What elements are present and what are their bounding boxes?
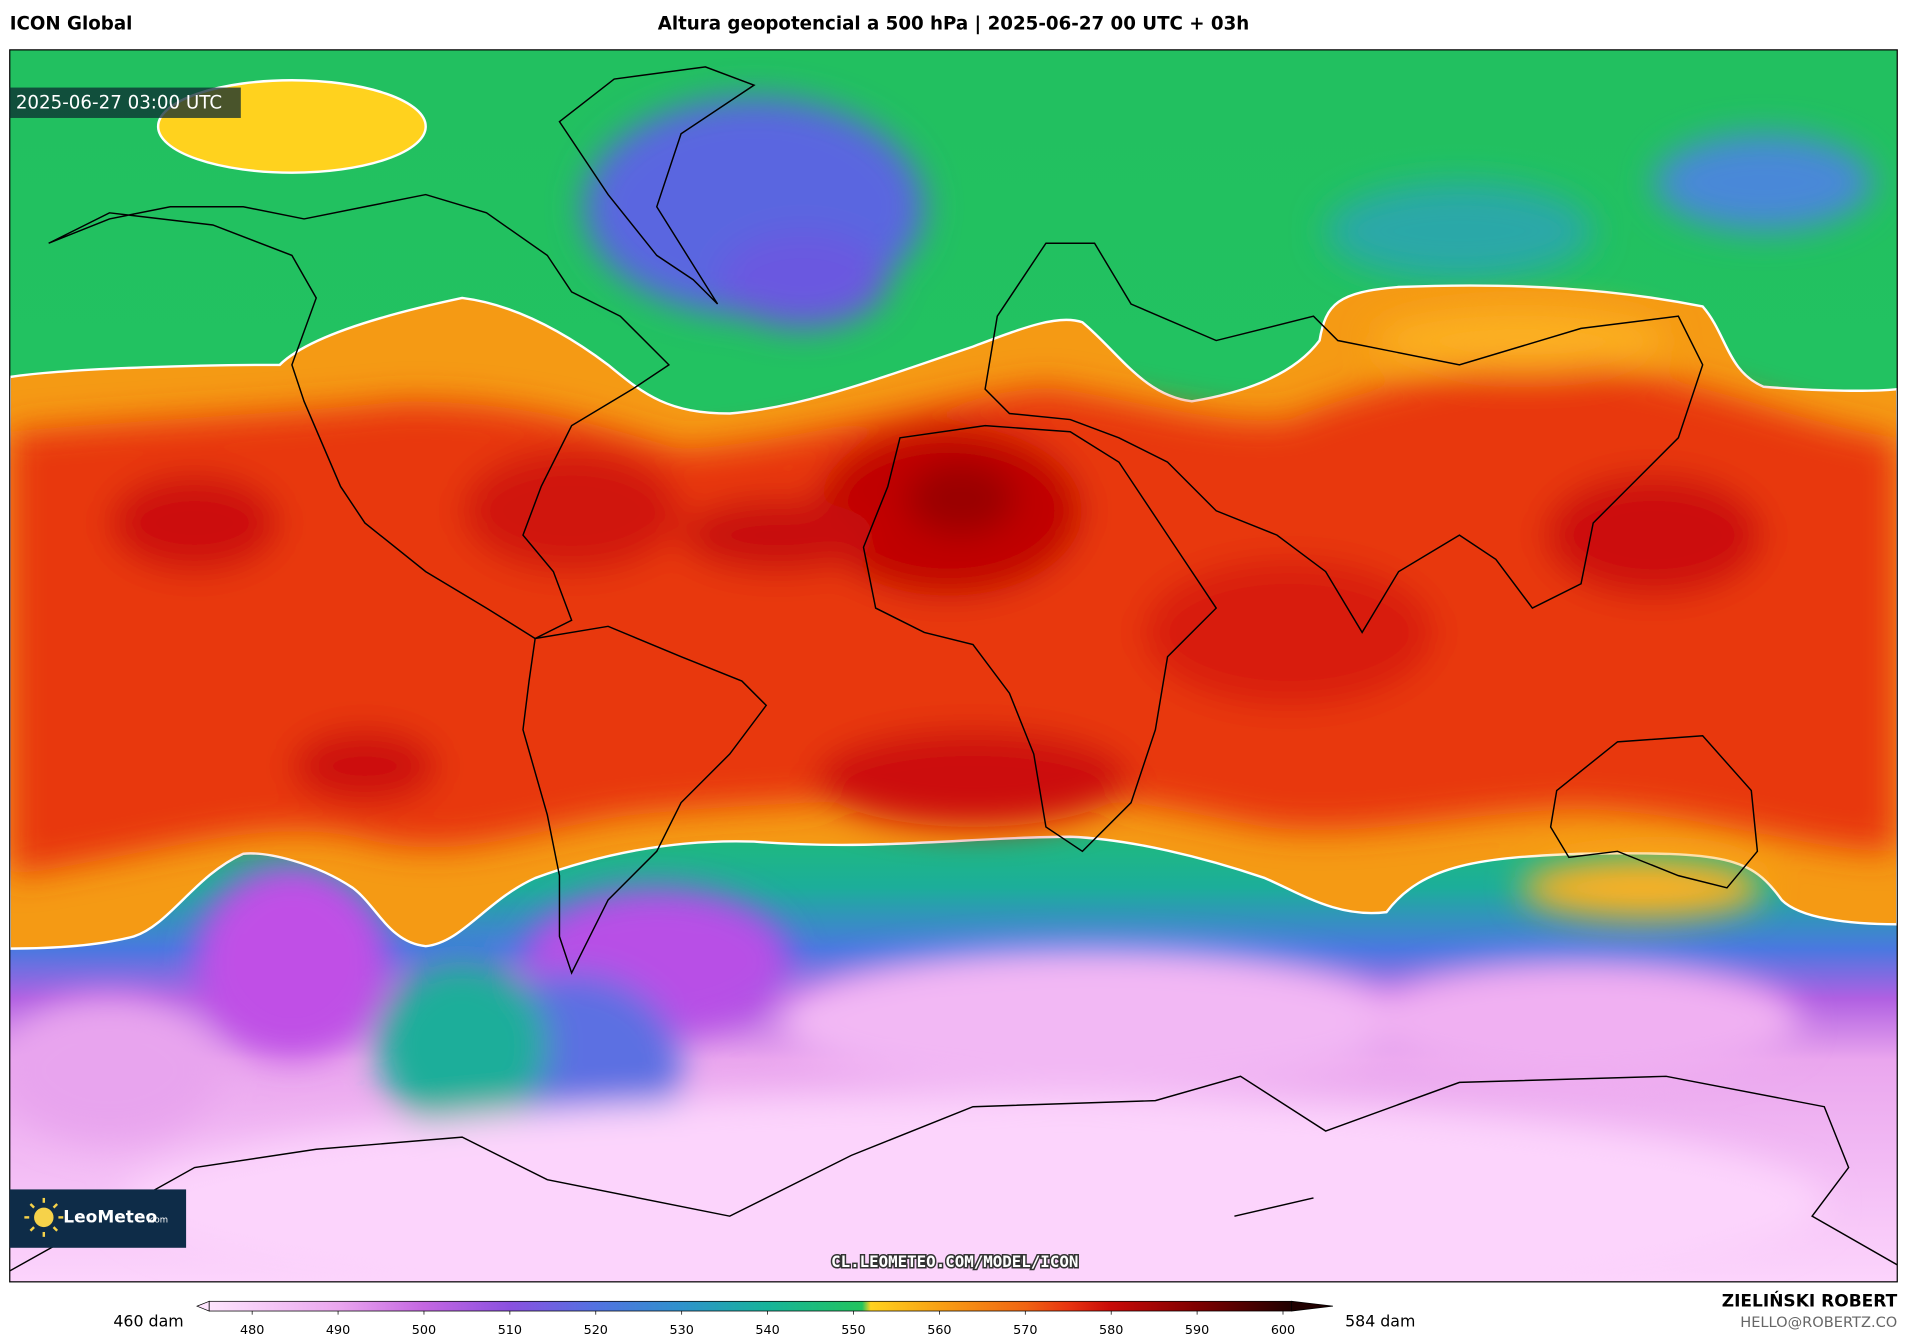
timestamp-box [9, 87, 241, 118]
colorbar-tick-label: 490 [326, 1323, 350, 1338]
map-title: Altura geopotencial a 500 hPa | 2025-06-… [658, 13, 1250, 34]
model-name: ICON Global [10, 13, 133, 34]
colorbar-tick-label: 600 [1271, 1323, 1295, 1338]
colorbar-max-extend [1291, 1300, 1333, 1312]
colorbar-tick-label: 550 [841, 1323, 865, 1338]
colorbar-min-extend [196, 1300, 210, 1312]
colorbar: 460 dam 584 dam 480 490 500 510 520 530 540 550… [113, 1300, 1415, 1338]
source-url: CL.LEOMETEO.COM/MODEL/ICON [831, 1252, 1078, 1271]
colorbar-bar [208, 1300, 1292, 1312]
colorbar-tick-label: 530 [670, 1323, 694, 1338]
colorbar-tick-label: 480 [240, 1323, 264, 1338]
author-email: HELLO@ROBERTZ.CO [1740, 1314, 1897, 1331]
colorbar-tick-label: 560 [927, 1323, 951, 1338]
colorbar-tick-label: 580 [1099, 1323, 1123, 1338]
colorbar-tick-label: 590 [1185, 1323, 1209, 1338]
logo-suffix: .com [147, 1215, 168, 1225]
logo-rays [24, 1197, 64, 1237]
colorbar-tick-label: 570 [1013, 1323, 1037, 1338]
colorbar-max-label: 584 dam [1345, 1311, 1415, 1330]
coastlines [9, 66, 1898, 1272]
map-field [9, 49, 1898, 1282]
map-frame [9, 49, 1898, 1283]
author-name: ZIELIŃSKI ROBERT [1722, 1289, 1898, 1311]
logo-sun [34, 1207, 54, 1228]
logo-text: LeoMeteo [63, 1207, 157, 1227]
colorbar-tick-label: 510 [498, 1323, 522, 1338]
timestamp: 2025-06-27 03:00 UTC [16, 92, 222, 113]
colorbar-tick-label: 540 [755, 1323, 779, 1338]
colorbar-min-label: 460 dam [113, 1311, 183, 1330]
colorbar-tick-label: 500 [412, 1323, 436, 1338]
colorbar-tick-label: 520 [584, 1323, 608, 1338]
